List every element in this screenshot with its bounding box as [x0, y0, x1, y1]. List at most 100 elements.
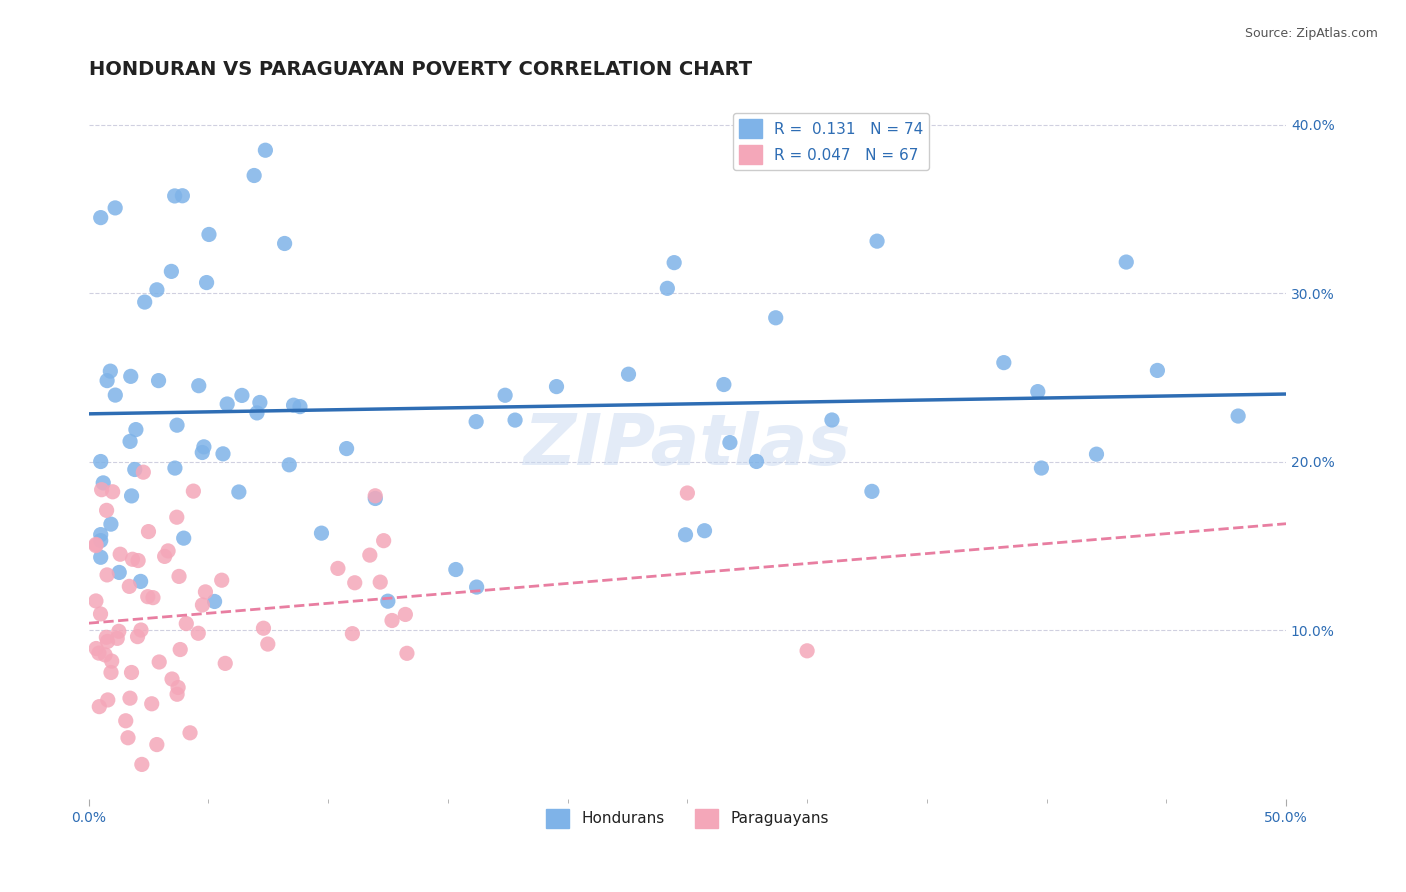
Point [129, 574, 152, 589]
Point [163, 189, 186, 203]
Point [342, 626, 364, 640]
Point [105, 632, 128, 646]
Point [283, 398, 305, 412]
Point [503, 413, 526, 427]
Point [96, 568, 118, 582]
Point [546, 379, 568, 393]
Point [187, 626, 209, 640]
Point [118, 691, 141, 706]
Point [212, 447, 235, 461]
Point [160, 264, 183, 278]
Point [104, 388, 127, 402]
Point [1031, 461, 1053, 475]
Point [381, 614, 404, 628]
Point [98, 364, 121, 378]
Point [108, 547, 131, 561]
Point [90, 527, 112, 541]
Point [662, 255, 685, 269]
Point [132, 465, 155, 479]
Point [138, 524, 160, 539]
Point [198, 227, 221, 242]
Point [124, 462, 146, 476]
Text: HONDURAN VS PARAGUAYAN POVERTY CORRELATION CHART: HONDURAN VS PARAGUAYAN POVERTY CORRELATI… [89, 60, 752, 78]
Point [252, 621, 274, 635]
Point [204, 594, 226, 608]
Point [617, 368, 640, 382]
Point [121, 552, 143, 566]
Point [231, 388, 253, 402]
Point [311, 526, 333, 541]
Point [121, 489, 143, 503]
Point [254, 143, 277, 157]
Point [676, 486, 699, 500]
Point [146, 738, 169, 752]
Point [183, 484, 205, 499]
Point [193, 440, 215, 454]
Point [256, 637, 278, 651]
Point [100, 665, 122, 680]
Point [100, 517, 122, 532]
Point [90, 533, 112, 548]
Point [131, 757, 153, 772]
Point [173, 531, 195, 545]
Point [359, 548, 381, 562]
Point [141, 697, 163, 711]
Point [326, 561, 349, 575]
Point [394, 607, 416, 622]
Point [465, 580, 488, 594]
Point [214, 657, 236, 671]
Point [142, 591, 165, 605]
Point [228, 485, 250, 500]
Point [125, 423, 148, 437]
Point [84, 537, 107, 551]
Point [100, 654, 122, 668]
Point [765, 310, 787, 325]
Point [243, 169, 266, 183]
Point [1146, 363, 1168, 377]
Point [127, 553, 149, 567]
Point [444, 562, 467, 576]
Point [1085, 447, 1108, 461]
Point [136, 590, 159, 604]
Point [84, 594, 107, 608]
Point [465, 415, 488, 429]
Point [993, 356, 1015, 370]
Point [84, 641, 107, 656]
Point [343, 575, 366, 590]
Point [160, 672, 183, 686]
Point [94, 648, 117, 662]
Point [121, 665, 143, 680]
Point [117, 731, 139, 745]
Point [120, 434, 142, 449]
Point [163, 461, 186, 475]
Point [860, 484, 883, 499]
Point [713, 377, 735, 392]
Point [1115, 255, 1137, 269]
Point [90, 607, 112, 621]
Point [87, 646, 110, 660]
Point [90, 454, 112, 468]
Legend: Hondurans, Paraguayans: Hondurans, Paraguayans [540, 803, 835, 834]
Point [167, 681, 190, 695]
Point [191, 445, 214, 459]
Point [273, 236, 295, 251]
Point [90, 211, 112, 225]
Point [134, 295, 156, 310]
Point [127, 630, 149, 644]
Point [745, 454, 768, 468]
Point [373, 533, 395, 548]
Point [167, 569, 190, 583]
Point [90, 550, 112, 565]
Point [120, 369, 142, 384]
Point [211, 573, 233, 587]
Point [195, 276, 218, 290]
Point [796, 644, 818, 658]
Point [179, 726, 201, 740]
Point [96, 634, 118, 648]
Point [90, 483, 112, 497]
Point [104, 201, 127, 215]
Point [166, 510, 188, 524]
Point [821, 413, 844, 427]
Point [249, 395, 271, 409]
Point [194, 585, 217, 599]
